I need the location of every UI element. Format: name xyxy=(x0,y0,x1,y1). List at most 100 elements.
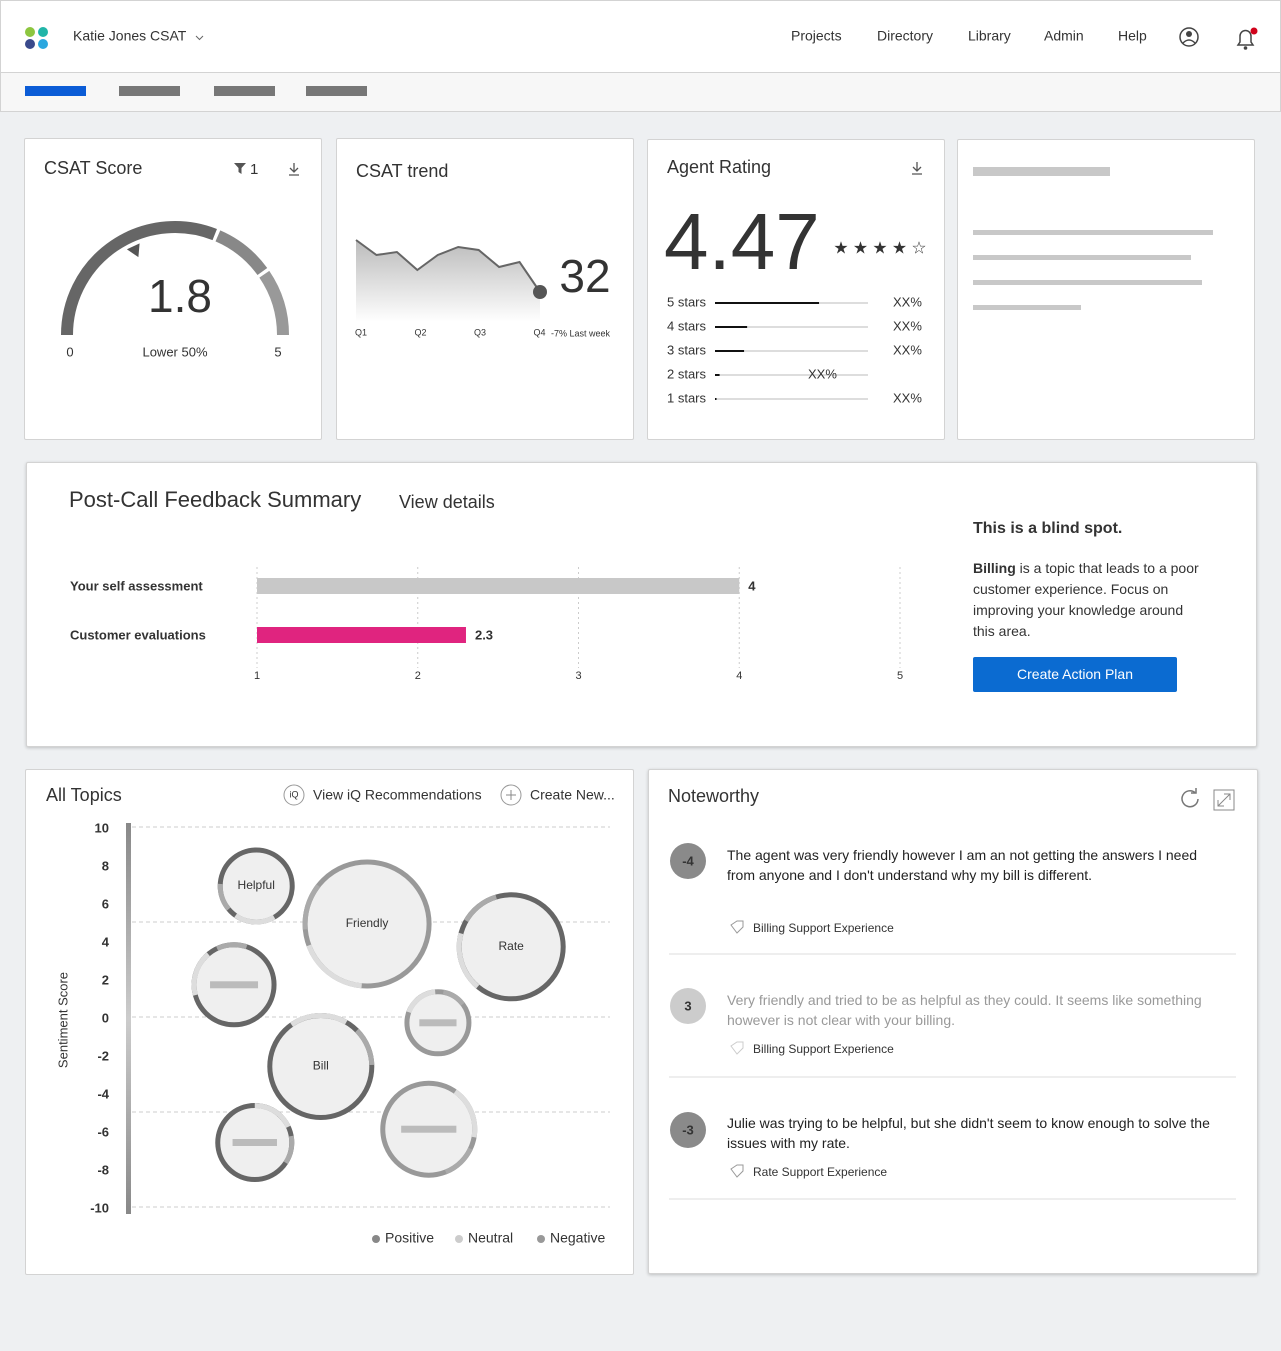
score-value: -3 xyxy=(682,1122,694,1137)
gauge-min: 0 xyxy=(66,344,73,359)
trend-change: -7% Last week xyxy=(551,328,611,338)
y-tick-label: -8 xyxy=(97,1162,109,1177)
bubble-segment xyxy=(217,847,295,925)
placeholder-card xyxy=(957,139,1255,440)
insight-topic: Billing xyxy=(973,560,1016,576)
rating-star: ★ xyxy=(872,238,887,257)
rating-row-label: 4 stars xyxy=(667,318,707,333)
rating-row-label: 2 stars xyxy=(667,366,707,381)
nav-link[interactable]: Admin xyxy=(1044,28,1084,44)
x-tick-label: 5 xyxy=(897,670,903,682)
tab[interactable] xyxy=(306,86,367,96)
filter-count[interactable]: 1 xyxy=(250,161,258,178)
download-icon[interactable] xyxy=(912,162,922,175)
gauge-marker xyxy=(126,243,140,258)
bubble-label: Helpful xyxy=(238,878,275,892)
bubble-label: Bill xyxy=(313,1059,329,1073)
bubble-placeholder xyxy=(401,1125,457,1133)
x-tick-label: 2 xyxy=(415,670,421,682)
nav-link[interactable]: Help xyxy=(1118,28,1147,44)
feedback-card xyxy=(26,462,1257,747)
score-value: 3 xyxy=(684,998,691,1013)
trend-current: 32 xyxy=(559,250,610,302)
rating-share-label: XX% xyxy=(893,294,922,309)
create-action-plan-button[interactable]: Create Action Plan xyxy=(973,657,1177,692)
insight-body: is a topic that leads to a poor customer… xyxy=(973,560,1199,639)
bar xyxy=(257,627,466,643)
iq-icon[interactable]: iQ xyxy=(283,784,305,806)
account-name[interactable]: Katie Jones CSAT xyxy=(73,28,187,44)
y-tick-label: 6 xyxy=(102,896,109,911)
score-badge xyxy=(670,988,706,1024)
action-link[interactable]: View iQ Recommendations xyxy=(313,787,482,803)
y-tick-label: -10 xyxy=(90,1200,109,1215)
expand-icon[interactable] xyxy=(1213,789,1235,811)
view-details-link[interactable]: View details xyxy=(399,492,495,512)
gauge-arc xyxy=(61,221,217,336)
y-tick-label: 4 xyxy=(102,934,110,949)
refresh-icon[interactable] xyxy=(1181,788,1199,808)
tab-active[interactable] xyxy=(25,86,86,96)
rating-star: ★ xyxy=(853,238,868,257)
legend-dot xyxy=(455,1235,463,1243)
bubble-label: Friendly xyxy=(346,916,389,930)
trend-period: Q3 xyxy=(474,327,486,337)
trend-end-dot xyxy=(533,285,547,299)
gauge-caption: Lower 50% xyxy=(142,344,207,359)
tab[interactable] xyxy=(119,86,180,96)
filter-icon[interactable] xyxy=(234,163,246,174)
bell-icon[interactable] xyxy=(1236,27,1258,50)
placeholder-lines xyxy=(973,167,1213,310)
nav-link[interactable]: Library xyxy=(968,28,1011,44)
action-link[interactable]: Create New... xyxy=(530,787,615,803)
gauge-arc xyxy=(259,270,289,336)
download-icon[interactable] xyxy=(289,163,299,176)
bubble-segment xyxy=(380,1080,478,1178)
gauge-arc xyxy=(215,230,268,276)
nav-link[interactable]: Projects xyxy=(791,28,842,44)
account-caret[interactable] xyxy=(195,35,204,41)
logo[interactable] xyxy=(25,27,48,49)
noteworthy-card xyxy=(648,769,1258,1274)
tag-icon xyxy=(730,920,744,934)
score-badge xyxy=(670,843,706,879)
y-tick-label: -4 xyxy=(97,1086,109,1101)
gauge-max: 5 xyxy=(274,344,281,359)
bubble-segment xyxy=(267,1013,375,1120)
insight-text: Billing is a topic that leads to a poor … xyxy=(973,558,1208,642)
y-axis-bar xyxy=(126,823,131,1214)
y-tick-label: 2 xyxy=(102,972,109,987)
category-label: Your self assessment xyxy=(70,578,203,593)
bubble-segment xyxy=(456,892,566,1002)
tag-label: Billing Support Experience xyxy=(753,921,894,935)
bubble-placeholder xyxy=(210,981,259,989)
score-value: -4 xyxy=(682,853,694,868)
legend-label: Positive xyxy=(385,1230,434,1246)
bar xyxy=(257,578,740,594)
legend-label: Negative xyxy=(550,1230,605,1246)
plus-icon[interactable] xyxy=(500,784,522,806)
y-tick-label: -6 xyxy=(97,1124,109,1139)
tab[interactable] xyxy=(214,86,275,96)
nav-link[interactable]: Directory xyxy=(877,28,933,44)
rating-row-label: 1 stars xyxy=(667,390,707,405)
legend-dot xyxy=(537,1235,545,1243)
note-text: Julie was trying to be helpful, but she … xyxy=(727,1115,1210,1151)
rating-star: ★ xyxy=(892,238,907,257)
y-tick-label: 8 xyxy=(102,858,109,873)
agent-rating-card xyxy=(647,139,945,440)
trend-period: Q4 xyxy=(533,327,545,337)
bubble-segment xyxy=(215,1103,295,1182)
header-bar xyxy=(0,0,1281,73)
rating-share-label: XX% xyxy=(893,390,922,405)
bubble-segment xyxy=(302,859,432,989)
user-icon[interactable] xyxy=(1179,27,1199,47)
rating-row-label: 5 stars xyxy=(667,294,707,309)
card-title: CSAT trend xyxy=(356,161,448,181)
rating-row-label: 3 stars xyxy=(667,342,707,357)
card-title: CSAT Score xyxy=(44,158,142,178)
score-badge xyxy=(670,1112,706,1148)
bubble-placeholder xyxy=(232,1139,277,1146)
